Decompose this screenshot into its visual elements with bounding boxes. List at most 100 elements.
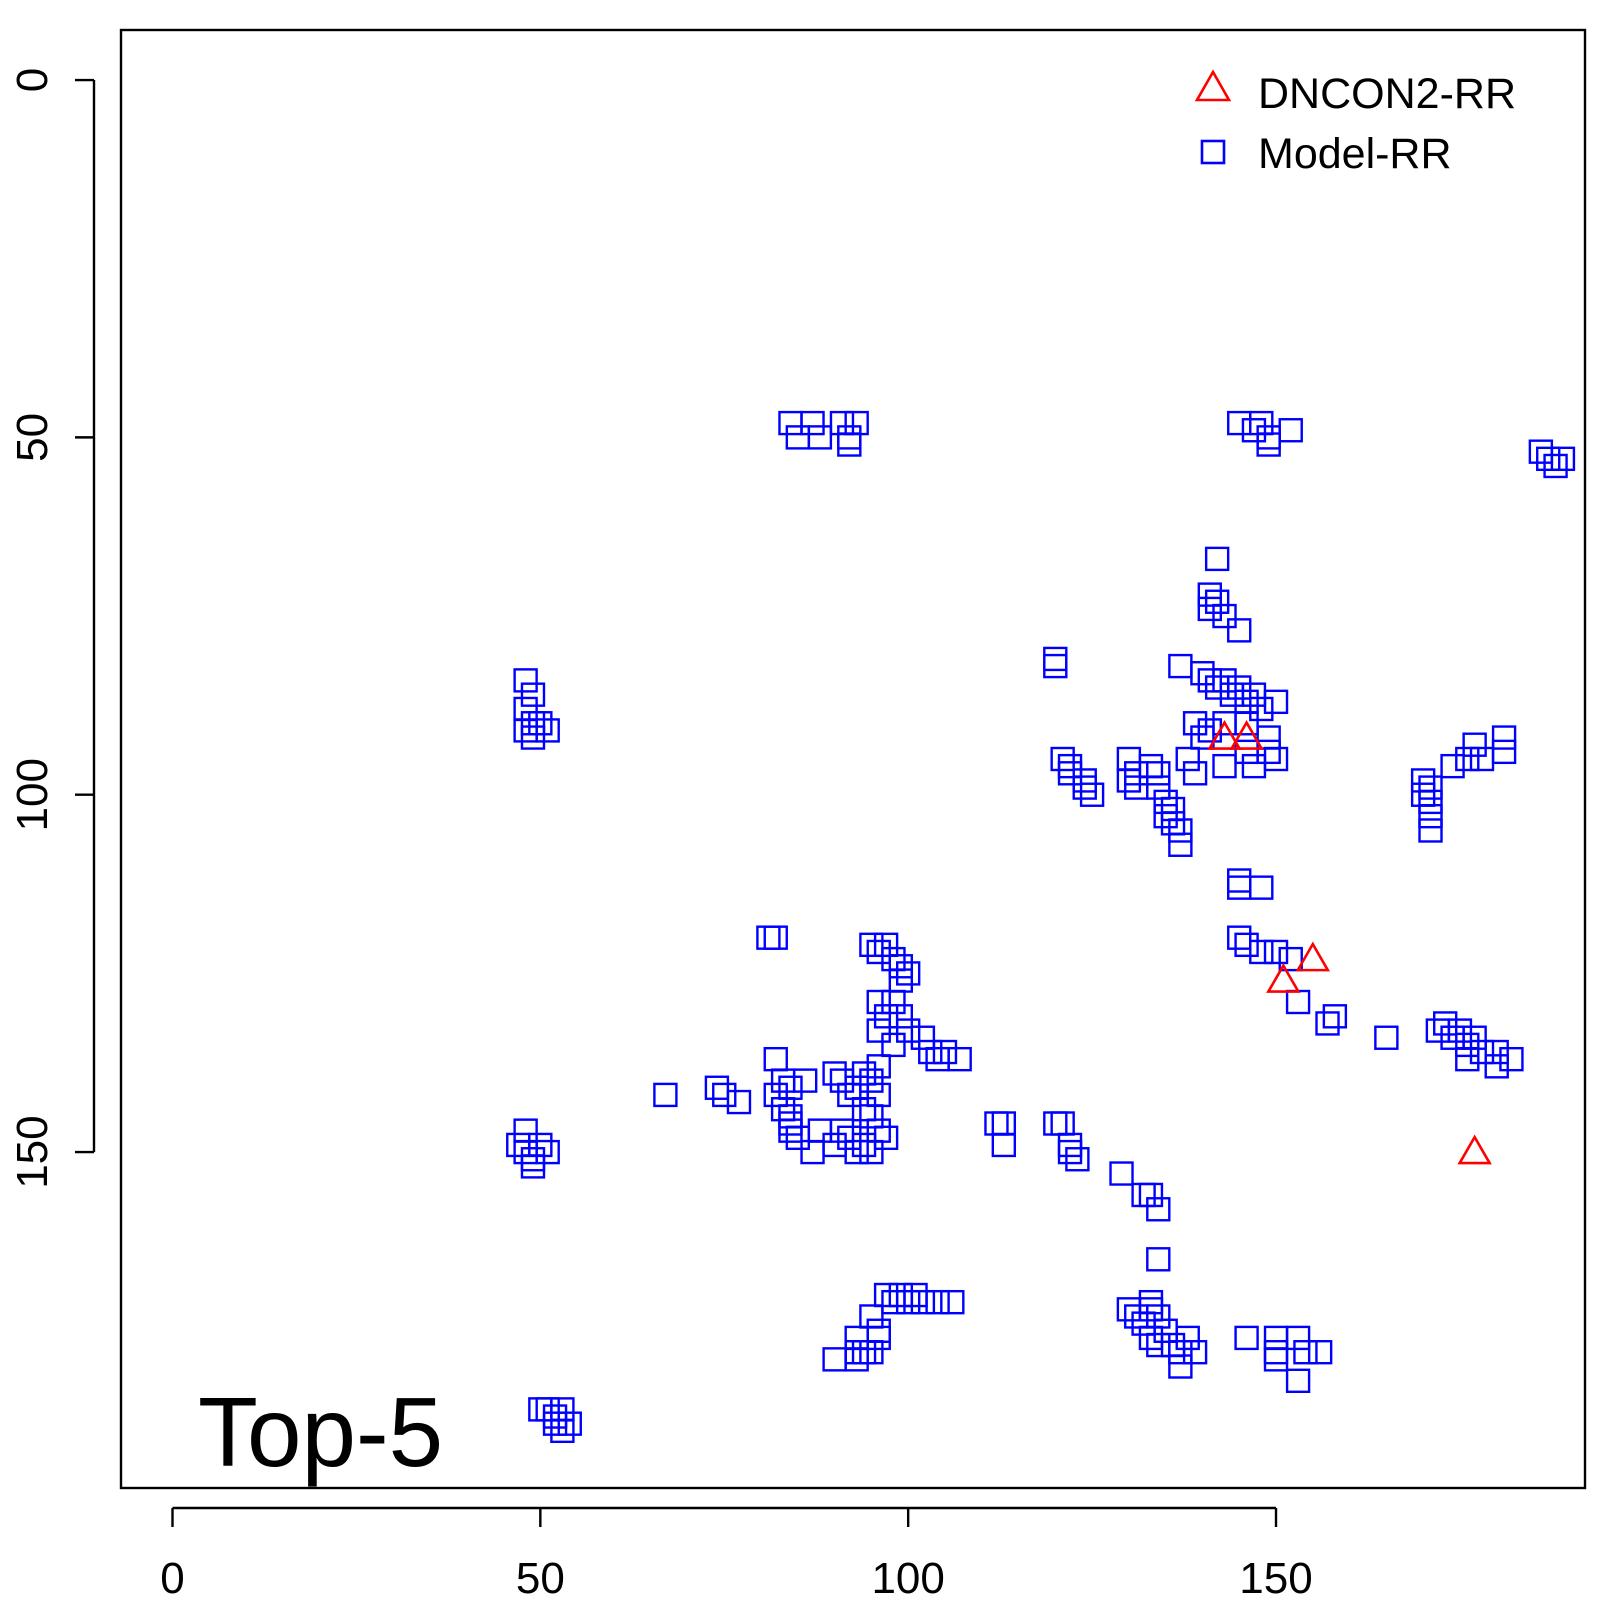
x-tick-label: 0: [160, 1554, 184, 1600]
model-rr-point: [866, 1054, 891, 1079]
model-rr-point: [1227, 675, 1252, 700]
x-tick-label: 50: [516, 1554, 565, 1600]
model-rr-point: [1293, 1340, 1318, 1365]
model-rr-point: [1057, 761, 1083, 786]
x-tick-label: 100: [871, 1554, 944, 1600]
model-rr-point: [851, 1132, 877, 1158]
model-rr-point: [895, 1289, 921, 1315]
model-rr-point: [1455, 746, 1480, 772]
model-rr-point: [535, 1139, 560, 1165]
model-rr-point: [1418, 789, 1443, 815]
model-rr-point: [1138, 1289, 1164, 1315]
model-rr-point: [1455, 1046, 1480, 1072]
model-rr-point: [513, 668, 538, 693]
y-tick-label: 50: [8, 413, 57, 462]
model-rr-point: [1249, 696, 1274, 722]
model-rr-point: [1197, 596, 1223, 622]
model-rr-point: [822, 1061, 847, 1086]
model-rr-point: [1138, 1182, 1164, 1208]
model-rr-point: [1182, 711, 1208, 736]
y-tick-label: 100: [8, 758, 57, 831]
model-rr-point: [1212, 603, 1237, 629]
model-rr-point: [792, 1068, 818, 1093]
model-rr-point: [1418, 818, 1443, 843]
model-rr-point: [866, 1018, 891, 1043]
model-rr-point: [1116, 768, 1142, 793]
model-rr-point: [1484, 1054, 1509, 1079]
model-rr-point: [859, 1068, 884, 1093]
model-rr-point: [1227, 925, 1252, 950]
dncon2-rr-point: [1207, 719, 1242, 750]
model-rr-point: [520, 682, 546, 707]
model-rr-point: [1197, 582, 1223, 607]
model-rr-point: [1491, 725, 1517, 750]
model-rr-point: [837, 1125, 862, 1150]
model-rr-point: [940, 1289, 965, 1315]
model-rr-point: [1278, 418, 1303, 443]
model-rr-point: [844, 1347, 869, 1372]
model-rr-point: [1536, 446, 1561, 472]
model-rr-point: [1175, 1325, 1200, 1351]
model-rr-point: [1256, 739, 1281, 765]
x-tick-label: 150: [1239, 1554, 1312, 1600]
model-rr-point: [1190, 725, 1215, 750]
plot-frame: [119, 28, 1587, 1490]
model-rr-point: [881, 989, 906, 1015]
model-rr-point: [1278, 946, 1303, 972]
model-rr-point: [1168, 1340, 1193, 1365]
model-rr-point: [1285, 1368, 1311, 1393]
model-rr-point: [1182, 761, 1208, 786]
model-rr-point: [535, 1397, 560, 1422]
model-rr-point: [837, 1082, 862, 1108]
model-rr-point: [1263, 1347, 1289, 1372]
model-rr-point: [1249, 875, 1274, 900]
model-rr-point: [1256, 432, 1281, 457]
model-rr-point: [763, 1082, 788, 1108]
model-rr-point: [932, 1039, 958, 1065]
model-rr-point: [888, 954, 914, 979]
model-rr-point: [1109, 1161, 1134, 1186]
model-rr-point: [1440, 753, 1465, 779]
model-rr-point: [1146, 775, 1171, 800]
model-rr-point: [866, 989, 891, 1015]
model-rr-point: [712, 1082, 737, 1108]
model-rr-point: [1241, 753, 1267, 779]
model-rr-point: [1146, 1247, 1171, 1272]
model-rr-point: [918, 1039, 943, 1065]
model-rr-point: [1168, 818, 1193, 843]
model-rr-point: [866, 1082, 891, 1108]
dncon2-rr-point: [1229, 719, 1264, 750]
model-rr-point: [1043, 653, 1068, 679]
model-rr-point: [653, 1082, 678, 1108]
model-rr-point: [1418, 803, 1443, 829]
model-rr-point: [895, 961, 921, 986]
model-rr-point: [1234, 1325, 1259, 1351]
model-rr-point: [550, 1418, 575, 1444]
model-rr-point: [1433, 1011, 1458, 1036]
model-rr-point: [1447, 1018, 1473, 1043]
model-rr-point: [1307, 1340, 1333, 1365]
model-rr-point: [1285, 1325, 1311, 1351]
model-rr-point: [910, 1025, 936, 1050]
model-rr-point: [851, 1061, 877, 1086]
model-rr-point: [1499, 1046, 1524, 1072]
y-tick-label: 0: [8, 68, 57, 92]
model-rr-point: [763, 925, 788, 950]
model-rr-point: [1491, 739, 1517, 765]
model-rr-point: [1374, 1025, 1399, 1050]
model-rr-point: [1065, 1147, 1090, 1172]
model-rr-point: [910, 1289, 936, 1315]
model-rr-point: [1484, 1039, 1509, 1065]
model-rr-point: [1072, 775, 1097, 800]
model-rr-point: [1455, 1032, 1480, 1058]
model-rr-point: [859, 1139, 884, 1165]
model-rr-point: [513, 718, 538, 743]
model-rr-point: [807, 425, 833, 450]
model-rr-point: [1050, 746, 1075, 772]
model-rr-point: [1153, 803, 1178, 829]
model-rr-point: [851, 1340, 877, 1365]
model-rr-point: [1241, 418, 1267, 443]
top-k-annotation: Top-5: [198, 1377, 443, 1487]
model-rr-point: [1227, 618, 1252, 643]
model-rr-point: [1249, 939, 1274, 965]
